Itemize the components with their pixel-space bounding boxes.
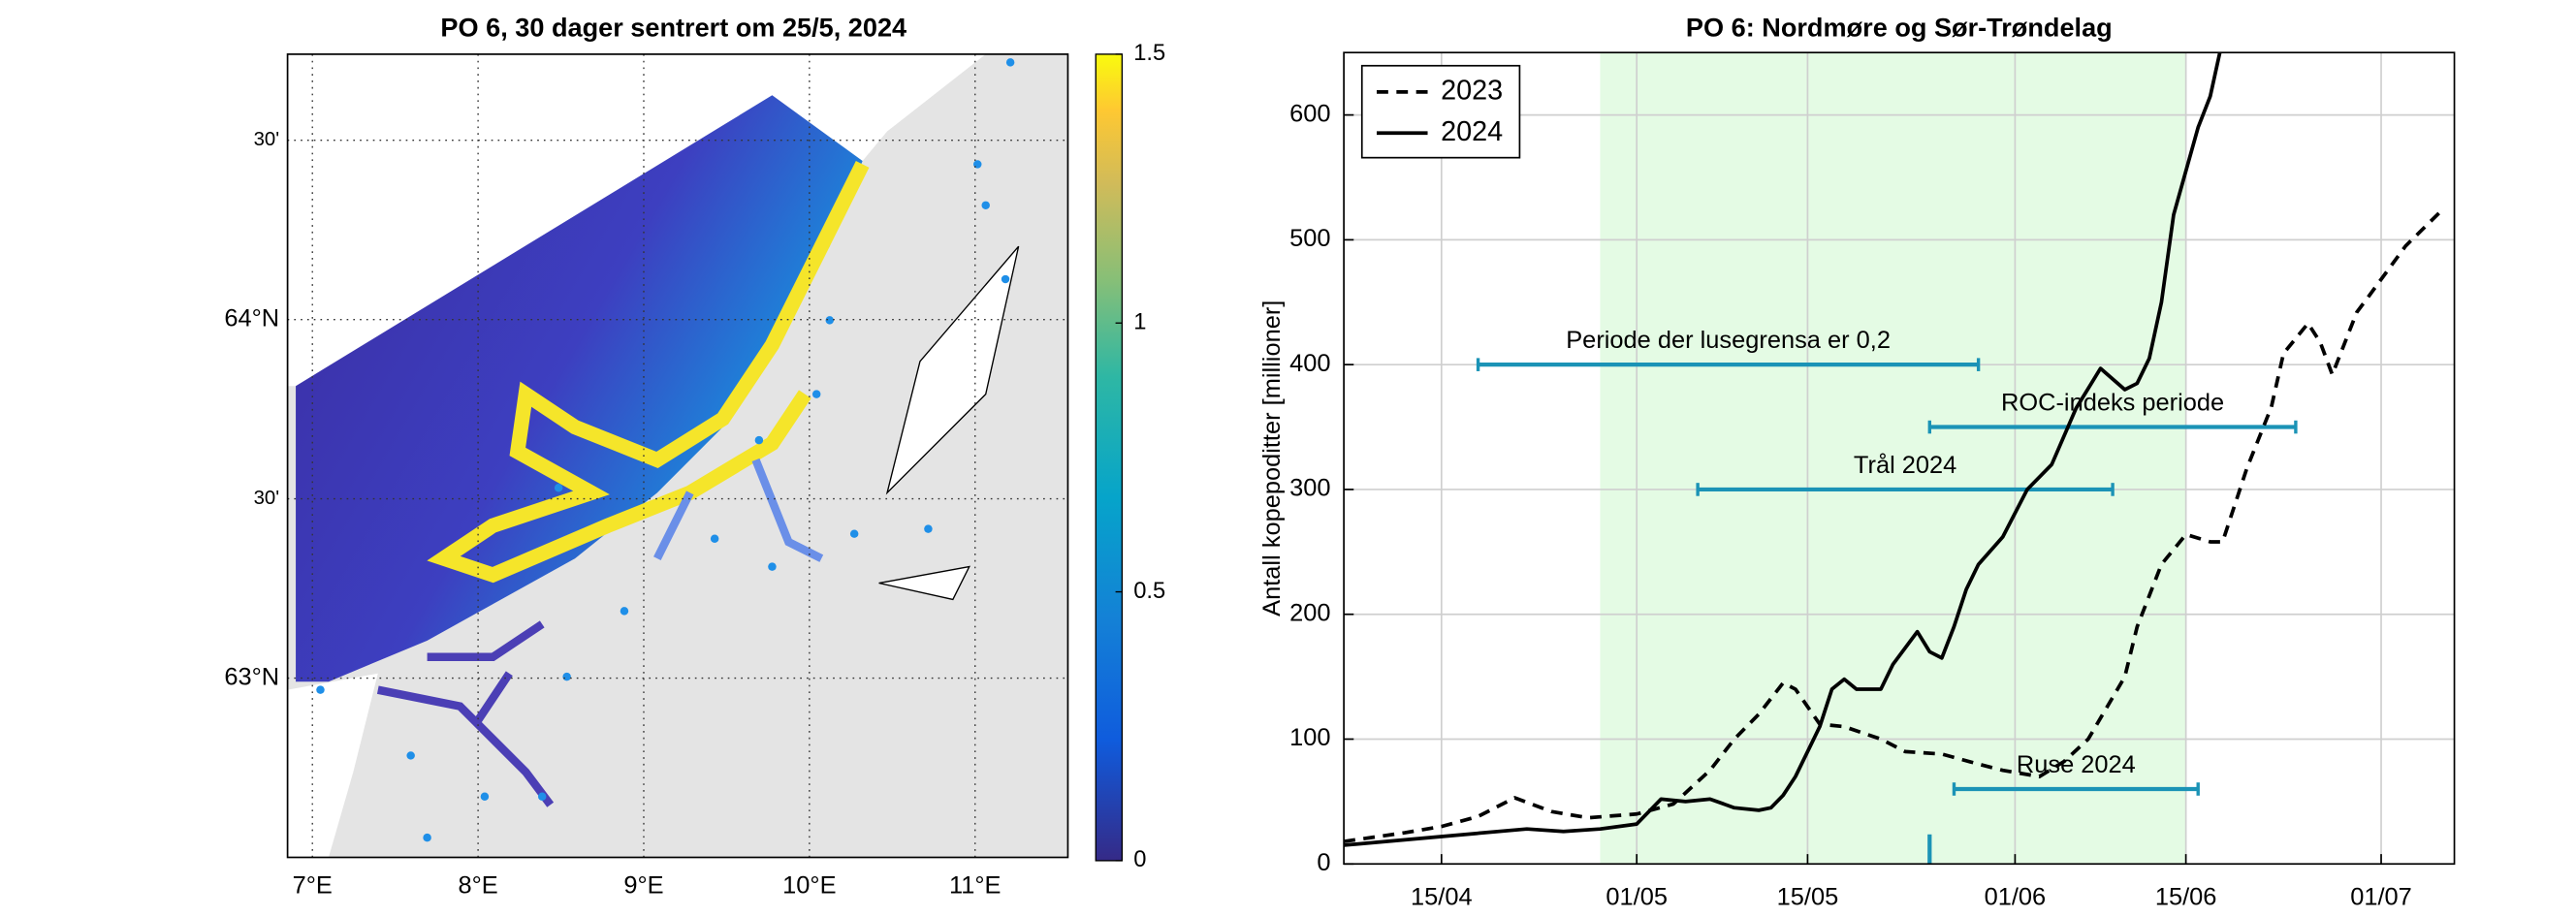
fjord-values xyxy=(376,620,555,807)
lon-label: 8°E xyxy=(458,872,497,900)
interval-label: Trål 2024 xyxy=(1854,452,1956,479)
lon-label: 10°E xyxy=(782,872,836,900)
open-sea xyxy=(287,53,986,387)
y-tick-label: 300 xyxy=(1289,475,1330,502)
high-values xyxy=(427,161,870,584)
model-field xyxy=(296,95,863,682)
y-tick-label: 500 xyxy=(1289,225,1330,252)
plot-frame xyxy=(1343,51,2456,866)
x-tick-label: 01/05 xyxy=(1606,884,1668,911)
x-tick-label: 01/07 xyxy=(2350,884,2412,911)
lon-label: 11°E xyxy=(949,872,1001,900)
interval-label: ROC-indeks periode xyxy=(2001,390,2224,417)
open-sea xyxy=(287,673,378,858)
lat-label: 30' xyxy=(254,129,279,150)
series-line xyxy=(1344,52,2222,847)
colorbar-tick-label: 1.5 xyxy=(1133,41,1165,66)
x-tick-label: 15/04 xyxy=(1411,884,1473,911)
map-title: PO 6, 30 dager sentrert om 25/5, 2024 xyxy=(440,13,906,43)
y-tick-label: 200 xyxy=(1289,599,1330,626)
interval-label: Periode der lusegrensa er 0,2 xyxy=(1566,327,1891,354)
legend-label: 2024 xyxy=(1441,116,1503,147)
plot-area xyxy=(1344,52,2455,865)
colorbar-tick-label: 1 xyxy=(1133,310,1146,335)
chart-title: PO 6: Nordmøre og Sør-Trøndelag xyxy=(1686,13,2113,43)
lakes xyxy=(878,245,1020,601)
y-axis-label: Antall kopepoditter [millioner] xyxy=(1258,300,1286,617)
y-tick-label: 400 xyxy=(1289,350,1330,377)
legend-label: 2023 xyxy=(1441,75,1503,106)
y-tick-label: 100 xyxy=(1289,724,1330,751)
legend-box xyxy=(1360,64,1521,159)
series-line xyxy=(1344,208,2444,843)
x-tick-label: 15/06 xyxy=(2155,884,2217,911)
interval-label: Ruse 2024 xyxy=(2017,751,2136,778)
x-tick-label: 01/06 xyxy=(1985,884,2047,911)
colorbar-tick-label: 0.5 xyxy=(1133,579,1165,604)
map-image xyxy=(287,53,1068,858)
y-tick-label: 600 xyxy=(1289,100,1330,127)
lat-label: 63°N xyxy=(224,663,279,690)
shaded-period xyxy=(1600,52,2186,865)
stations xyxy=(316,58,1015,842)
lat-label: 30' xyxy=(254,488,279,509)
lon-label: 9°E xyxy=(623,872,663,900)
colorbar-tick-label: 0 xyxy=(1133,847,1146,872)
x-tick-label: 15/05 xyxy=(1777,884,1839,911)
lon-label: 7°E xyxy=(293,872,333,900)
map-frame xyxy=(286,53,1069,859)
colorbar xyxy=(1095,53,1124,862)
fjord-values xyxy=(653,458,824,562)
lat-label: 64°N xyxy=(224,304,279,332)
y-tick-label: 0 xyxy=(1317,849,1330,876)
